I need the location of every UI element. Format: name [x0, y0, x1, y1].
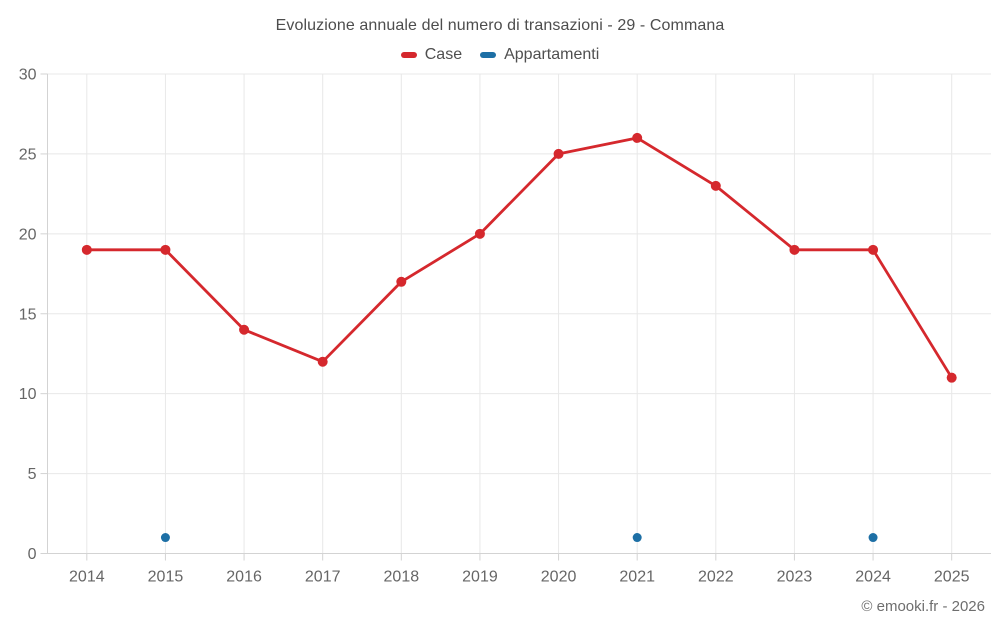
case-legend-swatch-icon — [400, 52, 417, 58]
x-tick-label: 2023 — [777, 569, 813, 586]
legend-item-case[interactable]: Case — [400, 46, 463, 64]
chart-legend: Case Appartamenti — [0, 46, 1000, 64]
appartamenti-data-point[interactable] — [160, 533, 170, 543]
x-tick-label: 2018 — [384, 569, 420, 586]
case-data-point[interactable] — [632, 132, 643, 143]
case-data-point[interactable] — [396, 276, 407, 287]
case-data-point[interactable] — [317, 356, 328, 367]
x-tick-label: 2021 — [619, 569, 655, 586]
case-series-line — [85, 136, 954, 380]
case-data-point[interactable] — [474, 228, 485, 239]
appartamenti-legend-swatch-icon — [480, 52, 497, 58]
copyright-notice: © emooki.fr - 2026 — [861, 598, 985, 615]
x-tick-label: 2020 — [541, 569, 577, 586]
x-tick-label: 2014 — [69, 569, 105, 586]
case-data-point[interactable] — [239, 324, 250, 335]
case-data-point[interactable] — [789, 244, 800, 255]
legend-label-appartamenti: Appartamenti — [504, 46, 600, 63]
y-tick-label: 30 — [19, 67, 37, 84]
legend-item-appartamenti[interactable]: Appartamenti — [480, 46, 599, 64]
x-tick-label: 2024 — [855, 569, 891, 586]
y-tick-label: 0 — [28, 546, 37, 563]
x-tick-label: 2017 — [305, 569, 341, 586]
y-tick-label: 5 — [28, 466, 37, 483]
case-data-point[interactable] — [868, 244, 879, 255]
case-data-point[interactable] — [160, 244, 171, 255]
case-data-point[interactable] — [710, 180, 721, 191]
y-tick-label: 20 — [19, 226, 37, 243]
appartamenti-data-point[interactable] — [632, 533, 642, 543]
x-tick-label: 2015 — [148, 569, 184, 586]
x-tick-label: 2022 — [698, 569, 734, 586]
x-tick-label: 2025 — [934, 569, 970, 586]
y-tick-label: 25 — [19, 146, 37, 163]
case-data-point[interactable] — [81, 244, 92, 255]
case-data-point[interactable] — [946, 372, 957, 383]
x-tick-label: 2016 — [226, 569, 262, 586]
case-data-point[interactable] — [553, 148, 564, 159]
chart-title: Evoluzione annuale del numero di transaz… — [275, 17, 725, 34]
y-tick-label: 10 — [19, 386, 37, 403]
x-tick-label: 2019 — [462, 569, 498, 586]
y-tick-label: 15 — [19, 306, 37, 323]
appartamenti-data-point[interactable] — [868, 533, 878, 543]
legend-label-case: Case — [424, 46, 463, 63]
